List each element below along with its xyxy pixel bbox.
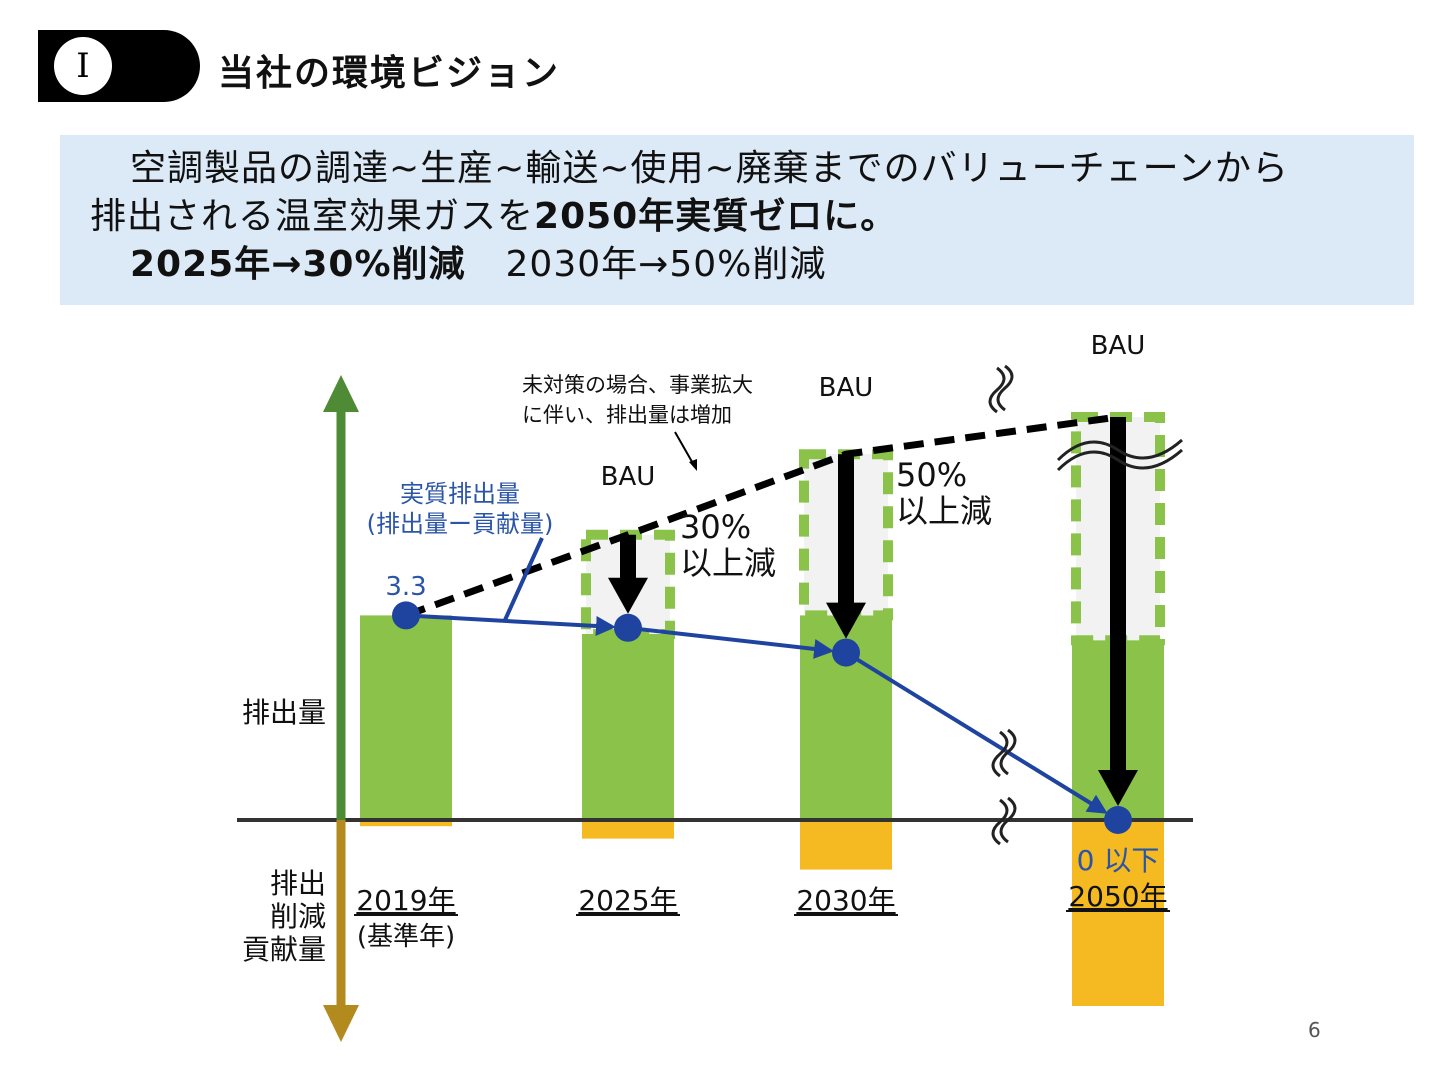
net-emission-segment-1 xyxy=(405,613,617,636)
vision-target-2030: 2030年→50%削減 xyxy=(505,244,827,285)
baseline-break-mark-b xyxy=(999,796,1017,844)
contribution-bar-2019年 xyxy=(360,820,452,827)
net-line-break-mark xyxy=(991,730,1009,778)
contribution-bar-2030年 xyxy=(800,820,892,870)
vision-target-2025: 2025年→30%削減 xyxy=(130,244,466,285)
start-value-label: 3.3 xyxy=(385,572,426,602)
section-header-bar: I xyxy=(38,30,200,102)
vision-line-2-text: 排出される温室効果ガスを xyxy=(90,196,535,237)
net-emission-point-2019年 xyxy=(392,601,420,630)
contribution-axis-label-3: 貢献量 xyxy=(242,933,326,966)
reduction-2025-text: 以上減 xyxy=(680,544,776,582)
bau-line-break-mark-b xyxy=(996,364,1014,412)
bau-note-line-2: に伴い、排出量は増加 xyxy=(522,403,732,427)
emission-bar-2025年 xyxy=(582,634,674,820)
net-emission-label: 実質排出量 xyxy=(400,480,520,508)
bau-note-line-1: 未対策の場合、事業拡大 xyxy=(522,373,753,397)
reduction-2030-text: 以上減 xyxy=(896,492,992,530)
category-label-2025年: 2025年 xyxy=(578,884,677,917)
contribution-axis-label-2: 削減 xyxy=(270,900,326,933)
reduction-arrowhead-2025年 xyxy=(608,577,648,614)
bau-note-pointer-head xyxy=(689,459,697,471)
vision-line-1: 空調製品の調達~生産~輸送~使用~廃棄までのバリューチェーンから xyxy=(90,145,1414,193)
bar-break-mark-2050-b xyxy=(1056,448,1183,472)
emission-axis-arrowhead xyxy=(323,375,359,412)
net-zero-label: 0 以下 xyxy=(1077,844,1160,877)
contribution-bar-2050年 xyxy=(1072,820,1164,1006)
vision-line-3: 2025年→30%削減 2030年→50%削減 xyxy=(90,241,1414,289)
baseline-break-mark xyxy=(991,798,1009,846)
net-emission-segment-3 xyxy=(844,650,1108,814)
vision-line-2-bold: 2050年実質ゼロに。 xyxy=(534,196,898,237)
contribution-bar-2025年 xyxy=(582,820,674,839)
contribution-axis-arrowhead xyxy=(323,1005,359,1042)
bau-label-2025年: BAU xyxy=(601,462,656,492)
category-label-2030年: 2030年 xyxy=(796,884,895,917)
vision-statement-box: 空調製品の調達~生産~輸送~使用~廃棄までのバリューチェーンから 排出される温室… xyxy=(60,135,1414,305)
reduction-arrowhead-2030年 xyxy=(826,602,866,639)
emission-bar-2019年 xyxy=(360,615,452,820)
net-emission-point-2025年 xyxy=(614,613,642,642)
bau-label-2050年: BAU xyxy=(1091,331,1146,361)
bau-label-2030年: BAU xyxy=(819,373,874,403)
bau-line-break-mark xyxy=(988,366,1006,414)
category-label-2050年: 2050年 xyxy=(1068,880,1167,913)
bar-break-mark-2050-a xyxy=(1056,438,1183,462)
category-note-2019年: (基準年) xyxy=(357,922,455,952)
contribution-axis-label-1: 排出 xyxy=(270,867,326,900)
page-number: 6 xyxy=(1308,1018,1321,1042)
net-line-break-mark-b xyxy=(999,728,1017,776)
net-emission-point-2050年 xyxy=(1104,806,1132,834)
reduction-2030-percent: 50% xyxy=(896,456,967,494)
emission-axis-label: 排出量 xyxy=(242,696,326,729)
section-number-badge: I xyxy=(54,37,112,95)
net-emission-point-2030年 xyxy=(832,638,860,667)
vision-line-2: 排出される温室効果ガスを2050年実質ゼロに。 xyxy=(90,193,1414,241)
category-label-2019年: 2019年 xyxy=(356,884,455,917)
net-label-pointer xyxy=(503,537,544,621)
reduction-2025-percent: 30% xyxy=(680,508,751,546)
net-emission-label-formula: (排出量ー貢献量) xyxy=(367,510,554,538)
page-title: 当社の環境ビジョン xyxy=(218,53,561,94)
reduction-arrowhead-2050年 xyxy=(1098,770,1138,806)
net-emission-segment-2 xyxy=(627,625,835,659)
vision-line-1-text: 空調製品の調達~生産~輸送~使用~廃棄までのバリューチェーンから xyxy=(130,148,1289,189)
bau-trend-line xyxy=(404,413,1119,619)
